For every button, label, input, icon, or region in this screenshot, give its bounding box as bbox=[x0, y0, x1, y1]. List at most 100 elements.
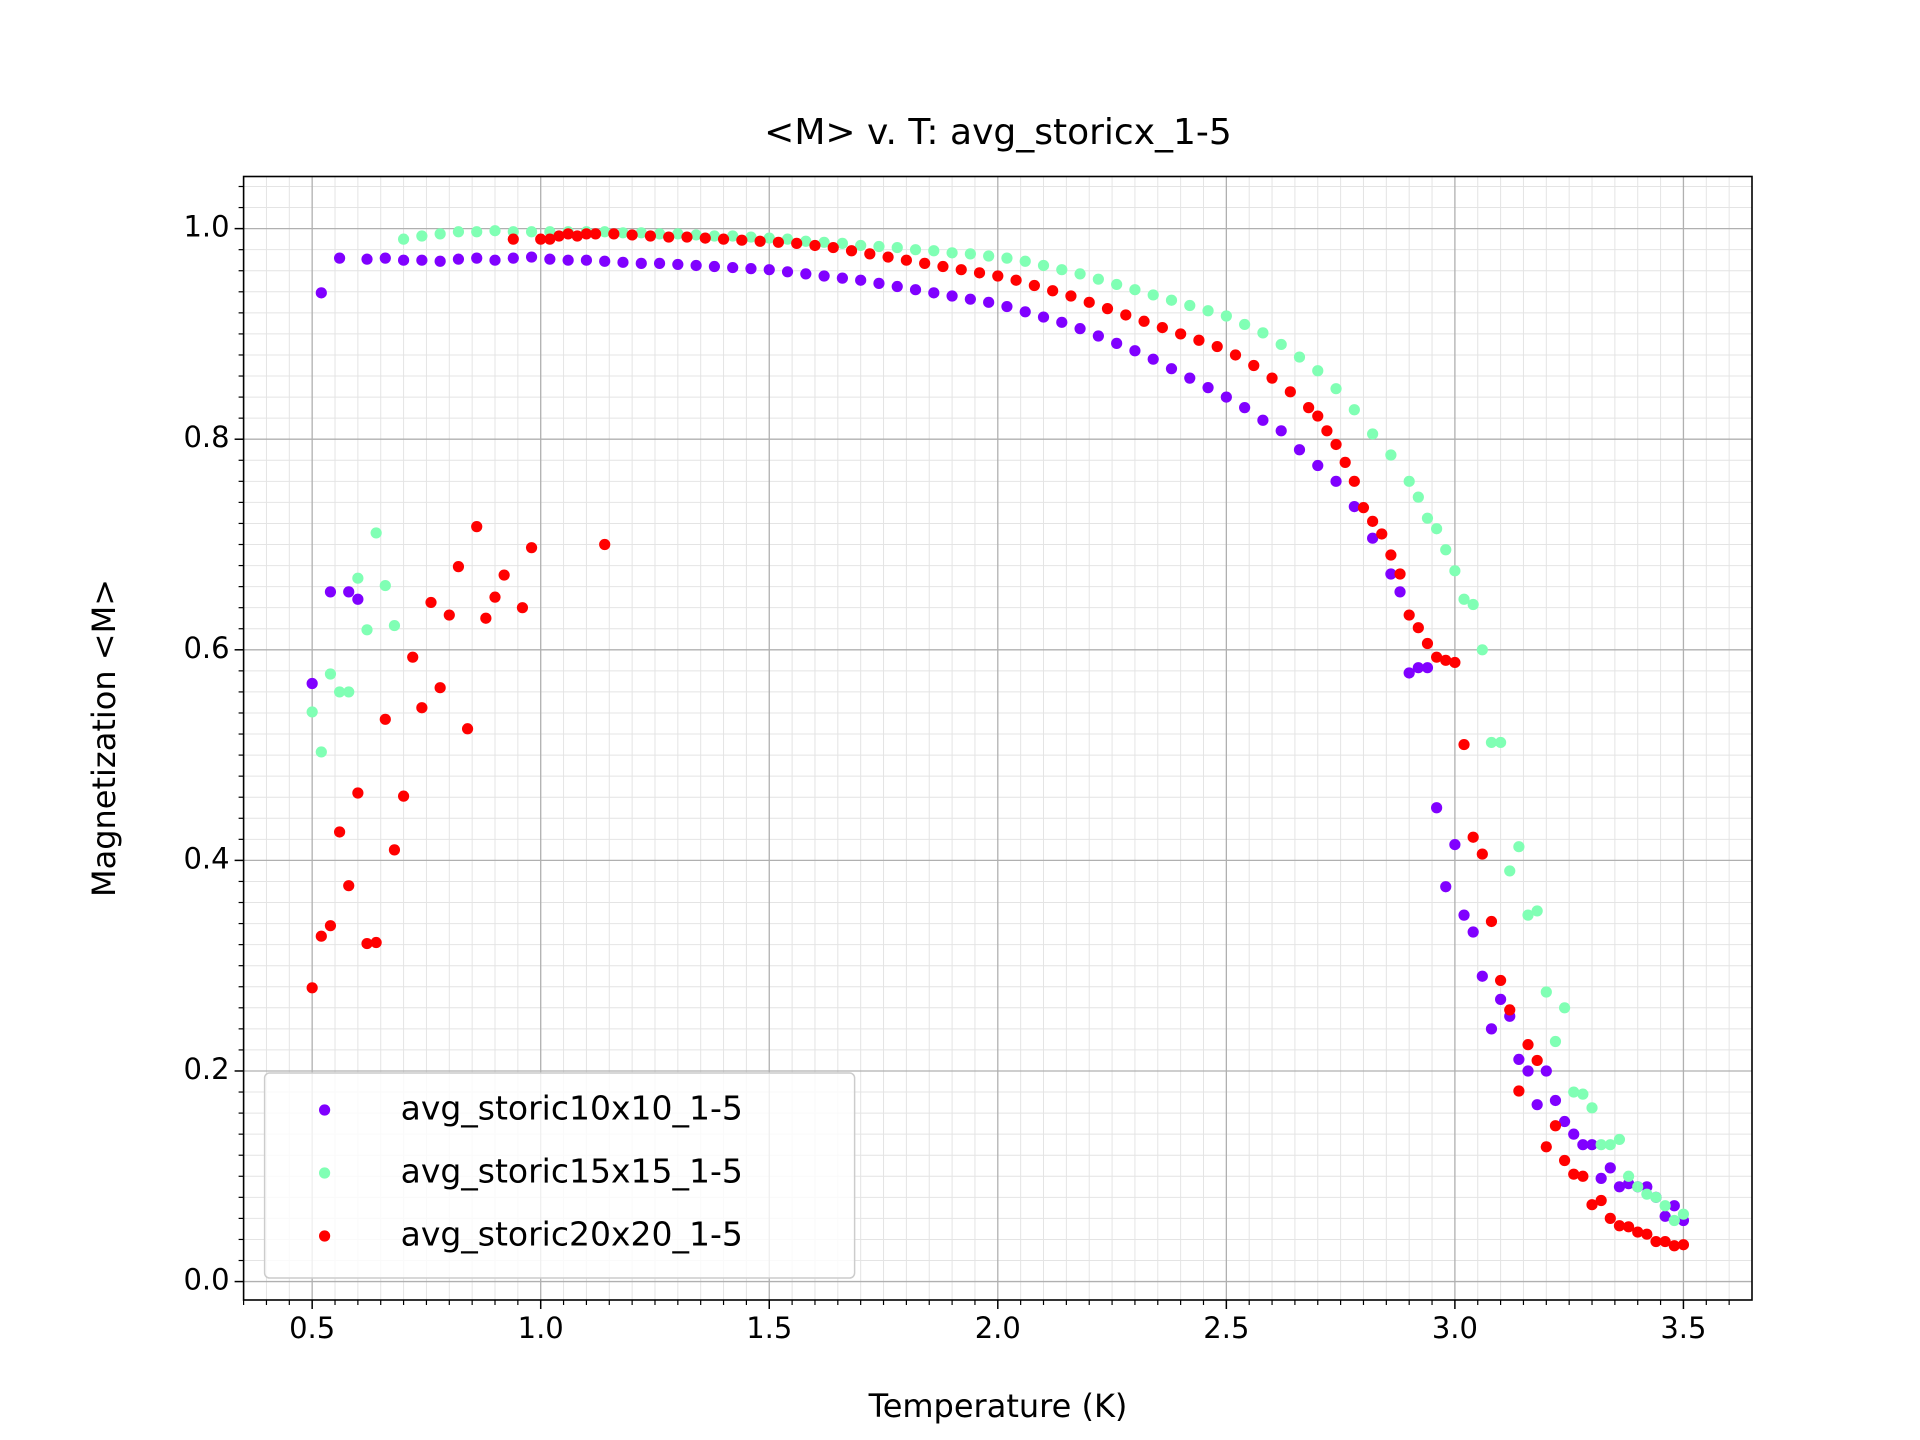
point bbox=[919, 257, 931, 269]
point bbox=[1495, 974, 1507, 987]
legend-label: avg_storic20x20_1-5 bbox=[401, 1215, 743, 1254]
point bbox=[763, 232, 775, 244]
axes-frame bbox=[242, 175, 1753, 1301]
point bbox=[964, 248, 976, 260]
point bbox=[992, 270, 1004, 282]
point bbox=[1431, 802, 1443, 814]
point bbox=[471, 252, 483, 264]
point bbox=[1385, 568, 1397, 580]
point bbox=[653, 257, 666, 269]
point bbox=[873, 277, 885, 289]
point bbox=[708, 260, 721, 273]
point bbox=[315, 287, 327, 299]
point bbox=[1440, 654, 1452, 666]
y-tick-label: 1.0 bbox=[183, 210, 229, 244]
point bbox=[681, 231, 693, 243]
point bbox=[1421, 637, 1434, 650]
point bbox=[489, 591, 501, 603]
point bbox=[1440, 544, 1452, 556]
point bbox=[1275, 425, 1287, 437]
point bbox=[1568, 1168, 1580, 1180]
point bbox=[855, 274, 867, 286]
point bbox=[1613, 1220, 1626, 1232]
point bbox=[1330, 475, 1342, 487]
point bbox=[1239, 402, 1251, 414]
point bbox=[361, 937, 373, 950]
y-tick-label: 0.0 bbox=[183, 1263, 229, 1297]
point bbox=[1412, 662, 1424, 674]
y-axis-label: Magnetization <M> bbox=[85, 579, 123, 897]
point bbox=[1403, 475, 1415, 487]
point bbox=[1284, 386, 1296, 398]
point bbox=[1037, 259, 1050, 272]
point bbox=[964, 293, 976, 305]
point bbox=[1659, 1210, 1671, 1222]
point bbox=[1440, 881, 1452, 893]
point bbox=[1403, 609, 1415, 621]
point bbox=[407, 651, 419, 663]
point bbox=[1348, 475, 1360, 487]
point bbox=[772, 236, 784, 248]
point bbox=[480, 612, 492, 624]
point bbox=[397, 254, 410, 266]
point bbox=[1668, 1200, 1680, 1212]
point bbox=[1074, 323, 1086, 335]
point bbox=[1047, 285, 1059, 297]
x-tick-label: 3.0 bbox=[1432, 1311, 1478, 1345]
point bbox=[1348, 501, 1360, 513]
point bbox=[1513, 841, 1525, 853]
point bbox=[617, 256, 629, 268]
point bbox=[1668, 1240, 1680, 1252]
point bbox=[516, 602, 529, 614]
point bbox=[736, 234, 748, 246]
point bbox=[1111, 278, 1123, 291]
chart-title: <M> v. T: avg_storicx_1-5 bbox=[764, 112, 1232, 153]
point bbox=[489, 254, 501, 266]
point bbox=[425, 596, 437, 609]
point bbox=[416, 702, 428, 714]
point bbox=[1175, 328, 1187, 340]
point bbox=[1394, 568, 1406, 580]
point bbox=[1677, 1239, 1690, 1251]
point bbox=[1074, 268, 1086, 280]
point bbox=[333, 252, 346, 264]
point bbox=[1586, 1139, 1598, 1151]
point bbox=[937, 260, 949, 273]
point bbox=[507, 252, 519, 264]
point bbox=[1266, 372, 1278, 384]
point bbox=[1449, 565, 1461, 577]
point bbox=[562, 228, 574, 240]
point bbox=[827, 241, 839, 254]
x-tick-label: 0.5 bbox=[289, 1311, 335, 1345]
point bbox=[1467, 831, 1479, 843]
y-tick-label: 0.8 bbox=[183, 420, 229, 454]
legend-label: avg_storic15x15_1-5 bbox=[401, 1152, 743, 1191]
point bbox=[1485, 915, 1498, 928]
point bbox=[1330, 383, 1342, 395]
point bbox=[1056, 316, 1068, 328]
point bbox=[1513, 1085, 1525, 1097]
point bbox=[973, 267, 986, 279]
point bbox=[1421, 512, 1434, 524]
point bbox=[352, 787, 364, 799]
point bbox=[1001, 300, 1013, 313]
point bbox=[1229, 349, 1242, 361]
point bbox=[727, 261, 739, 274]
point bbox=[1677, 1208, 1690, 1220]
point bbox=[1476, 644, 1488, 656]
point bbox=[1577, 1139, 1589, 1151]
point bbox=[343, 686, 355, 698]
point bbox=[1184, 372, 1196, 384]
point bbox=[333, 826, 346, 838]
point bbox=[928, 245, 940, 257]
point bbox=[708, 230, 721, 242]
point bbox=[589, 228, 602, 240]
point bbox=[946, 290, 958, 302]
point bbox=[1558, 1002, 1571, 1014]
point bbox=[791, 237, 803, 249]
x-tick-label: 1.5 bbox=[746, 1311, 792, 1345]
point bbox=[1385, 449, 1397, 461]
point bbox=[1202, 305, 1214, 317]
point bbox=[343, 880, 355, 892]
point bbox=[663, 231, 675, 243]
